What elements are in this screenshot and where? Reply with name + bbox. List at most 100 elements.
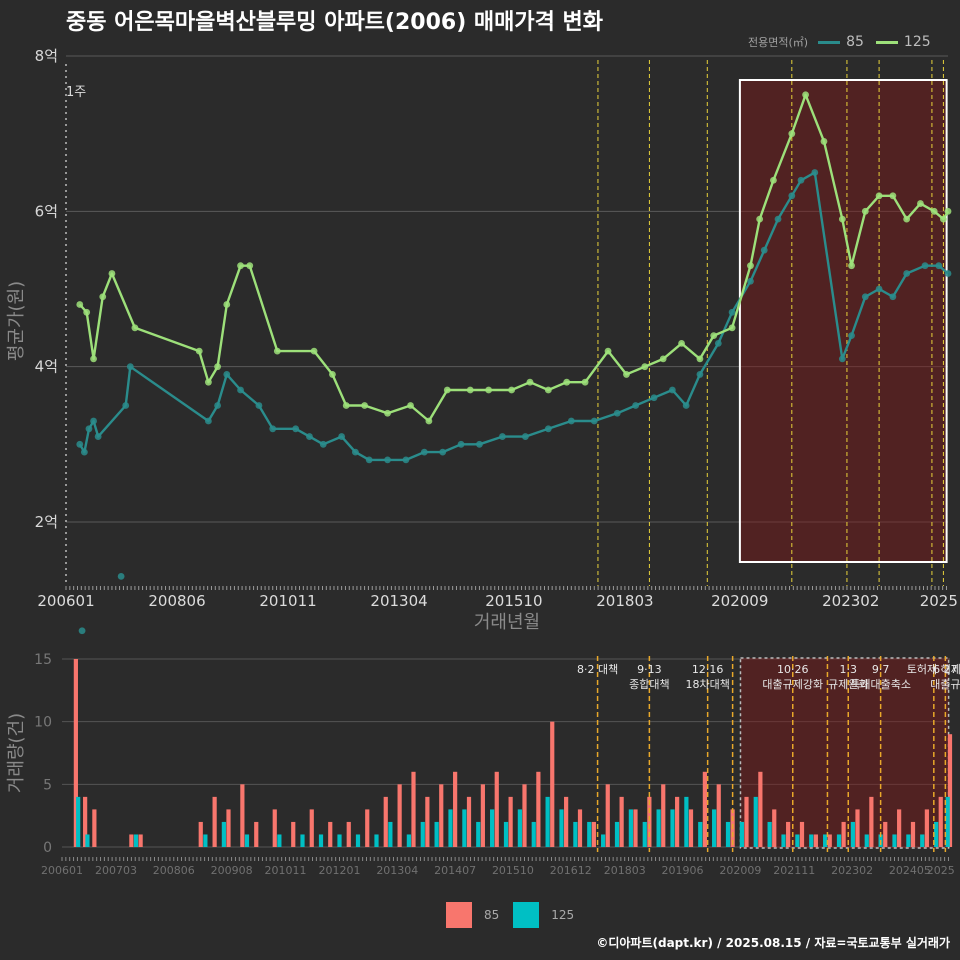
bar-125 [133, 834, 139, 847]
policy-label: 6·27 [933, 663, 958, 676]
x-tick-label: 200806 [148, 592, 205, 610]
data-point-125 [361, 402, 368, 409]
data-point-125 [728, 324, 736, 332]
bar-125 [712, 809, 717, 847]
data-point-85 [126, 363, 134, 371]
y-tick-label: 6억 [35, 202, 58, 220]
legend-swatch-125 [875, 40, 898, 44]
bar-125 [864, 834, 869, 847]
bar-85 [758, 771, 763, 847]
bar-125 [406, 834, 411, 847]
policy-label: 18차대책 [685, 678, 729, 691]
data-point-85 [306, 433, 313, 440]
bar-125 [318, 834, 324, 847]
data-point-85 [214, 402, 221, 409]
policy-label: 규제완화 [828, 678, 868, 691]
data-point-85 [875, 285, 883, 293]
legend-swatch-85 [818, 40, 841, 44]
y-tick-label: 5 [43, 777, 52, 793]
x-tick-label: 201011 [265, 864, 307, 877]
bar-125 [374, 834, 379, 847]
bar-85 [508, 796, 513, 847]
data-point-125 [508, 386, 515, 394]
bar-85 [647, 796, 652, 847]
policy-label: 9·7 [872, 663, 890, 676]
data-point-125 [466, 386, 474, 394]
bar-85 [226, 809, 231, 847]
data-point-85 [338, 433, 346, 440]
data-point-125 [425, 417, 433, 425]
data-point-85 [696, 371, 704, 378]
bar-85 [633, 809, 638, 847]
bar-85 [855, 809, 860, 847]
data-point-125 [838, 215, 846, 223]
data-point-85 [420, 448, 428, 456]
data-point-125 [90, 355, 97, 363]
data-point-85 [521, 433, 529, 440]
x-tick-label: 200601 [37, 592, 94, 610]
legend-swatch-125-bar [513, 902, 540, 928]
data-point-85 [402, 456, 410, 464]
data-point-125 [861, 207, 869, 215]
bar-125 [221, 821, 226, 847]
outlier-point-85 [78, 627, 86, 635]
footer-credit: ©디아파트(dapt.kr) / 2025.08.15 / 자료=국토교통부 실… [596, 936, 950, 950]
data-point-85 [544, 425, 552, 433]
data-point-85 [861, 293, 869, 301]
data-point-125 [930, 207, 938, 215]
bar-85 [772, 809, 777, 847]
data-point-125 [99, 293, 107, 301]
bar-125 [587, 821, 592, 847]
data-point-85 [223, 371, 231, 378]
bar-85 [254, 821, 259, 847]
bar-125 [434, 821, 439, 847]
bar-85 [841, 821, 846, 847]
data-point-85 [457, 440, 465, 448]
bar-85 [661, 784, 666, 847]
x-tick-label: 2025 [920, 592, 958, 610]
bar-125 [725, 821, 731, 847]
bar-125 [244, 834, 250, 847]
x-tick-label: 201510 [492, 864, 534, 877]
bar-85 [536, 771, 541, 847]
y-tick-label: 0 [43, 840, 52, 856]
data-point-125 [641, 363, 649, 371]
data-point-125 [848, 262, 855, 270]
volume-chart: 0 5 10 15 8·2 대책 9·13 종합대책 12·16 18차대책 10·26 대출규제강… [6, 652, 960, 877]
data-point-125 [273, 347, 281, 355]
highlight-box [738, 79, 948, 563]
data-point-125 [747, 262, 754, 270]
bar-125 [739, 821, 744, 847]
data-point-125 [820, 138, 828, 145]
bar-85 [346, 821, 351, 847]
bar-85 [675, 796, 680, 847]
bar-85 [383, 796, 388, 847]
data-point-125 [659, 355, 667, 363]
data-point-85 [747, 277, 754, 285]
data-point-125 [917, 200, 924, 207]
bar-125 [642, 821, 647, 847]
data-point-85 [714, 339, 722, 347]
legend-label-85-bar: 85 [484, 908, 500, 922]
bar-125 [76, 796, 81, 847]
bar-85 [716, 784, 721, 847]
data-point-125 [756, 215, 764, 223]
data-point-85 [439, 448, 447, 456]
x-tick-label: 202009 [719, 864, 761, 877]
bar-85 [453, 771, 458, 847]
data-point-125 [788, 130, 796, 138]
bar-125 [628, 809, 633, 847]
bar-85 [466, 796, 472, 847]
bar-85 [198, 821, 203, 847]
bar-85 [92, 809, 97, 847]
bar-125 [545, 796, 550, 847]
x-tick-label: 202302 [831, 864, 873, 877]
policy-label: 1·3 [840, 663, 858, 676]
x-tick-label: 201510 [485, 592, 542, 610]
bar-125 [892, 834, 897, 847]
bar-85 [605, 784, 610, 847]
x-tick-label: 200908 [211, 864, 253, 877]
data-point-85 [85, 425, 93, 433]
data-point-125 [246, 262, 254, 270]
data-point-85 [255, 402, 263, 409]
